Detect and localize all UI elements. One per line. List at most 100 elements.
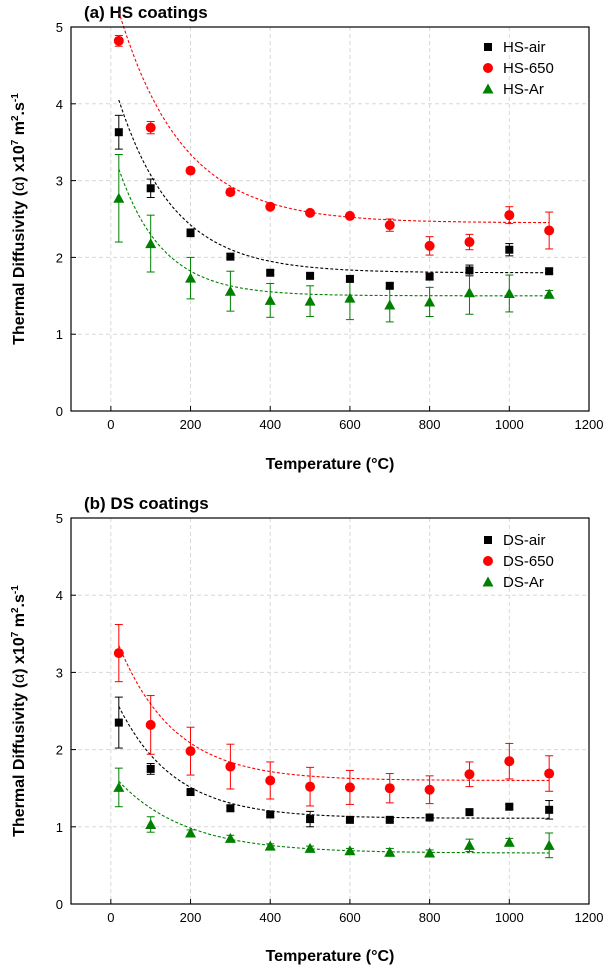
data-point-circle xyxy=(225,187,236,198)
data-point-square xyxy=(385,815,394,824)
panel-b-title: (b) DS coatings xyxy=(84,494,209,513)
y-tick-label: 1 xyxy=(56,820,63,835)
fit-curve xyxy=(118,645,550,781)
data-point-triangle xyxy=(503,287,515,298)
data-point-square xyxy=(385,281,394,290)
x-tick-label: 400 xyxy=(259,417,281,432)
data-point-triangle xyxy=(463,287,475,298)
y-tick-label: 2 xyxy=(56,743,63,758)
data-point-circle xyxy=(113,35,124,46)
data-point-triangle xyxy=(185,272,197,283)
data-point-square xyxy=(226,252,235,261)
data-point-triangle xyxy=(304,295,316,306)
panel-b-y-axis-title: Thermal Diffusivity (α) x107 m2.s-1 xyxy=(10,585,28,837)
data-point-square xyxy=(505,802,514,811)
panel-b-x-axis-title: Temperature (°C) xyxy=(266,948,395,965)
legend-marker-circle xyxy=(483,556,493,566)
legend-marker-circle xyxy=(483,63,493,73)
fit-curve xyxy=(118,706,550,819)
x-tick-label: 600 xyxy=(339,417,361,432)
data-point-square xyxy=(545,805,554,814)
x-tick-label: 1000 xyxy=(495,910,524,925)
panel-a-x-axis-title: Temperature (°C) xyxy=(266,456,395,473)
data-point-triangle xyxy=(264,840,276,851)
data-point-triangle xyxy=(503,836,515,847)
x-tick-label: 800 xyxy=(419,417,441,432)
panel-b-markers xyxy=(113,648,555,858)
x-tick-label: 200 xyxy=(180,417,202,432)
fit-curve xyxy=(118,99,550,274)
legend-marker-square xyxy=(484,536,492,544)
data-point-triangle xyxy=(264,294,276,305)
data-point-circle xyxy=(384,783,395,794)
data-point-square xyxy=(425,272,434,281)
y-tick-label: 2 xyxy=(56,250,63,265)
data-point-circle xyxy=(384,220,395,231)
panel-a-plot-frame xyxy=(70,26,590,412)
panel-b: (b) DS coatings 0 200 400 600 800 1000 1200 0 1 2… xyxy=(10,494,603,965)
data-point-triangle xyxy=(424,296,436,307)
legend-label: DS-650 xyxy=(503,553,554,570)
legend-label: HS-Ar xyxy=(503,81,544,98)
data-point-circle xyxy=(464,237,475,248)
data-point-square xyxy=(425,813,434,822)
data-point-triangle xyxy=(113,192,125,203)
data-point-circle xyxy=(225,761,236,772)
data-point-circle xyxy=(544,768,555,779)
y-tick-label: 5 xyxy=(56,511,63,526)
panel-a-title: (a) HS coatings xyxy=(84,3,208,22)
data-point-circle xyxy=(544,225,555,236)
legend-label: DS-air xyxy=(503,532,546,549)
data-point-square xyxy=(114,128,123,137)
data-point-square xyxy=(306,815,315,824)
data-point-circle xyxy=(145,122,156,133)
panel-a-error-bars xyxy=(114,34,554,323)
legend-item: DS-650 xyxy=(483,553,554,570)
panel-b-legend: DS-air DS-650 DS-Ar xyxy=(482,532,554,591)
data-point-triangle xyxy=(384,846,396,857)
legend-item: HS-Ar xyxy=(482,81,544,98)
data-point-square xyxy=(226,804,235,813)
panel-b-ticks: 0 200 400 600 800 1000 1200 0 1 2 3 4 5 xyxy=(56,511,604,925)
data-point-square xyxy=(114,718,123,727)
y-tick-label: 3 xyxy=(56,665,63,680)
fit-curve xyxy=(118,11,550,224)
data-point-square xyxy=(345,815,354,824)
data-point-square xyxy=(345,274,354,283)
data-point-circle xyxy=(185,165,196,176)
data-point-circle xyxy=(305,781,316,792)
panel-b-plot-frame xyxy=(70,517,590,905)
data-point-circle xyxy=(185,746,196,757)
data-point-square xyxy=(186,228,195,237)
panel-a: (a) HS coatings 0 200 400 600 800 1000 1200 0 1 2… xyxy=(10,3,603,473)
x-tick-label: 1200 xyxy=(575,910,604,925)
y-tick-label: 4 xyxy=(56,588,63,603)
data-point-square xyxy=(266,810,275,819)
data-point-triangle xyxy=(145,238,157,249)
legend-label: HS-650 xyxy=(503,60,554,77)
x-tick-label: 600 xyxy=(339,910,361,925)
x-tick-label: 1200 xyxy=(575,417,604,432)
data-point-square xyxy=(465,808,474,817)
data-point-square xyxy=(146,184,155,193)
data-point-square xyxy=(266,268,275,277)
data-point-circle xyxy=(344,210,355,221)
x-tick-label: 800 xyxy=(419,910,441,925)
data-point-circle xyxy=(504,210,515,221)
x-tick-label: 400 xyxy=(259,910,281,925)
legend-item: DS-Ar xyxy=(482,574,544,591)
data-point-circle xyxy=(265,201,276,212)
data-point-triangle xyxy=(384,299,396,310)
panel-a-ticks: 0 200 400 600 800 1000 1200 0 1 2 3 4 5 xyxy=(56,20,604,432)
data-point-triangle xyxy=(543,288,555,299)
data-point-circle xyxy=(424,240,435,251)
panel-a-markers xyxy=(113,35,555,310)
x-tick-label: 1000 xyxy=(495,417,524,432)
legend-label: HS-air xyxy=(503,39,546,56)
data-point-triangle xyxy=(463,839,475,850)
panel-a-y-axis-title: Thermal Diffusivity (α) x107 m2.s-1 xyxy=(10,93,28,345)
data-point-triangle xyxy=(344,292,356,303)
data-point-circle xyxy=(504,756,515,767)
data-point-triangle xyxy=(145,818,157,829)
